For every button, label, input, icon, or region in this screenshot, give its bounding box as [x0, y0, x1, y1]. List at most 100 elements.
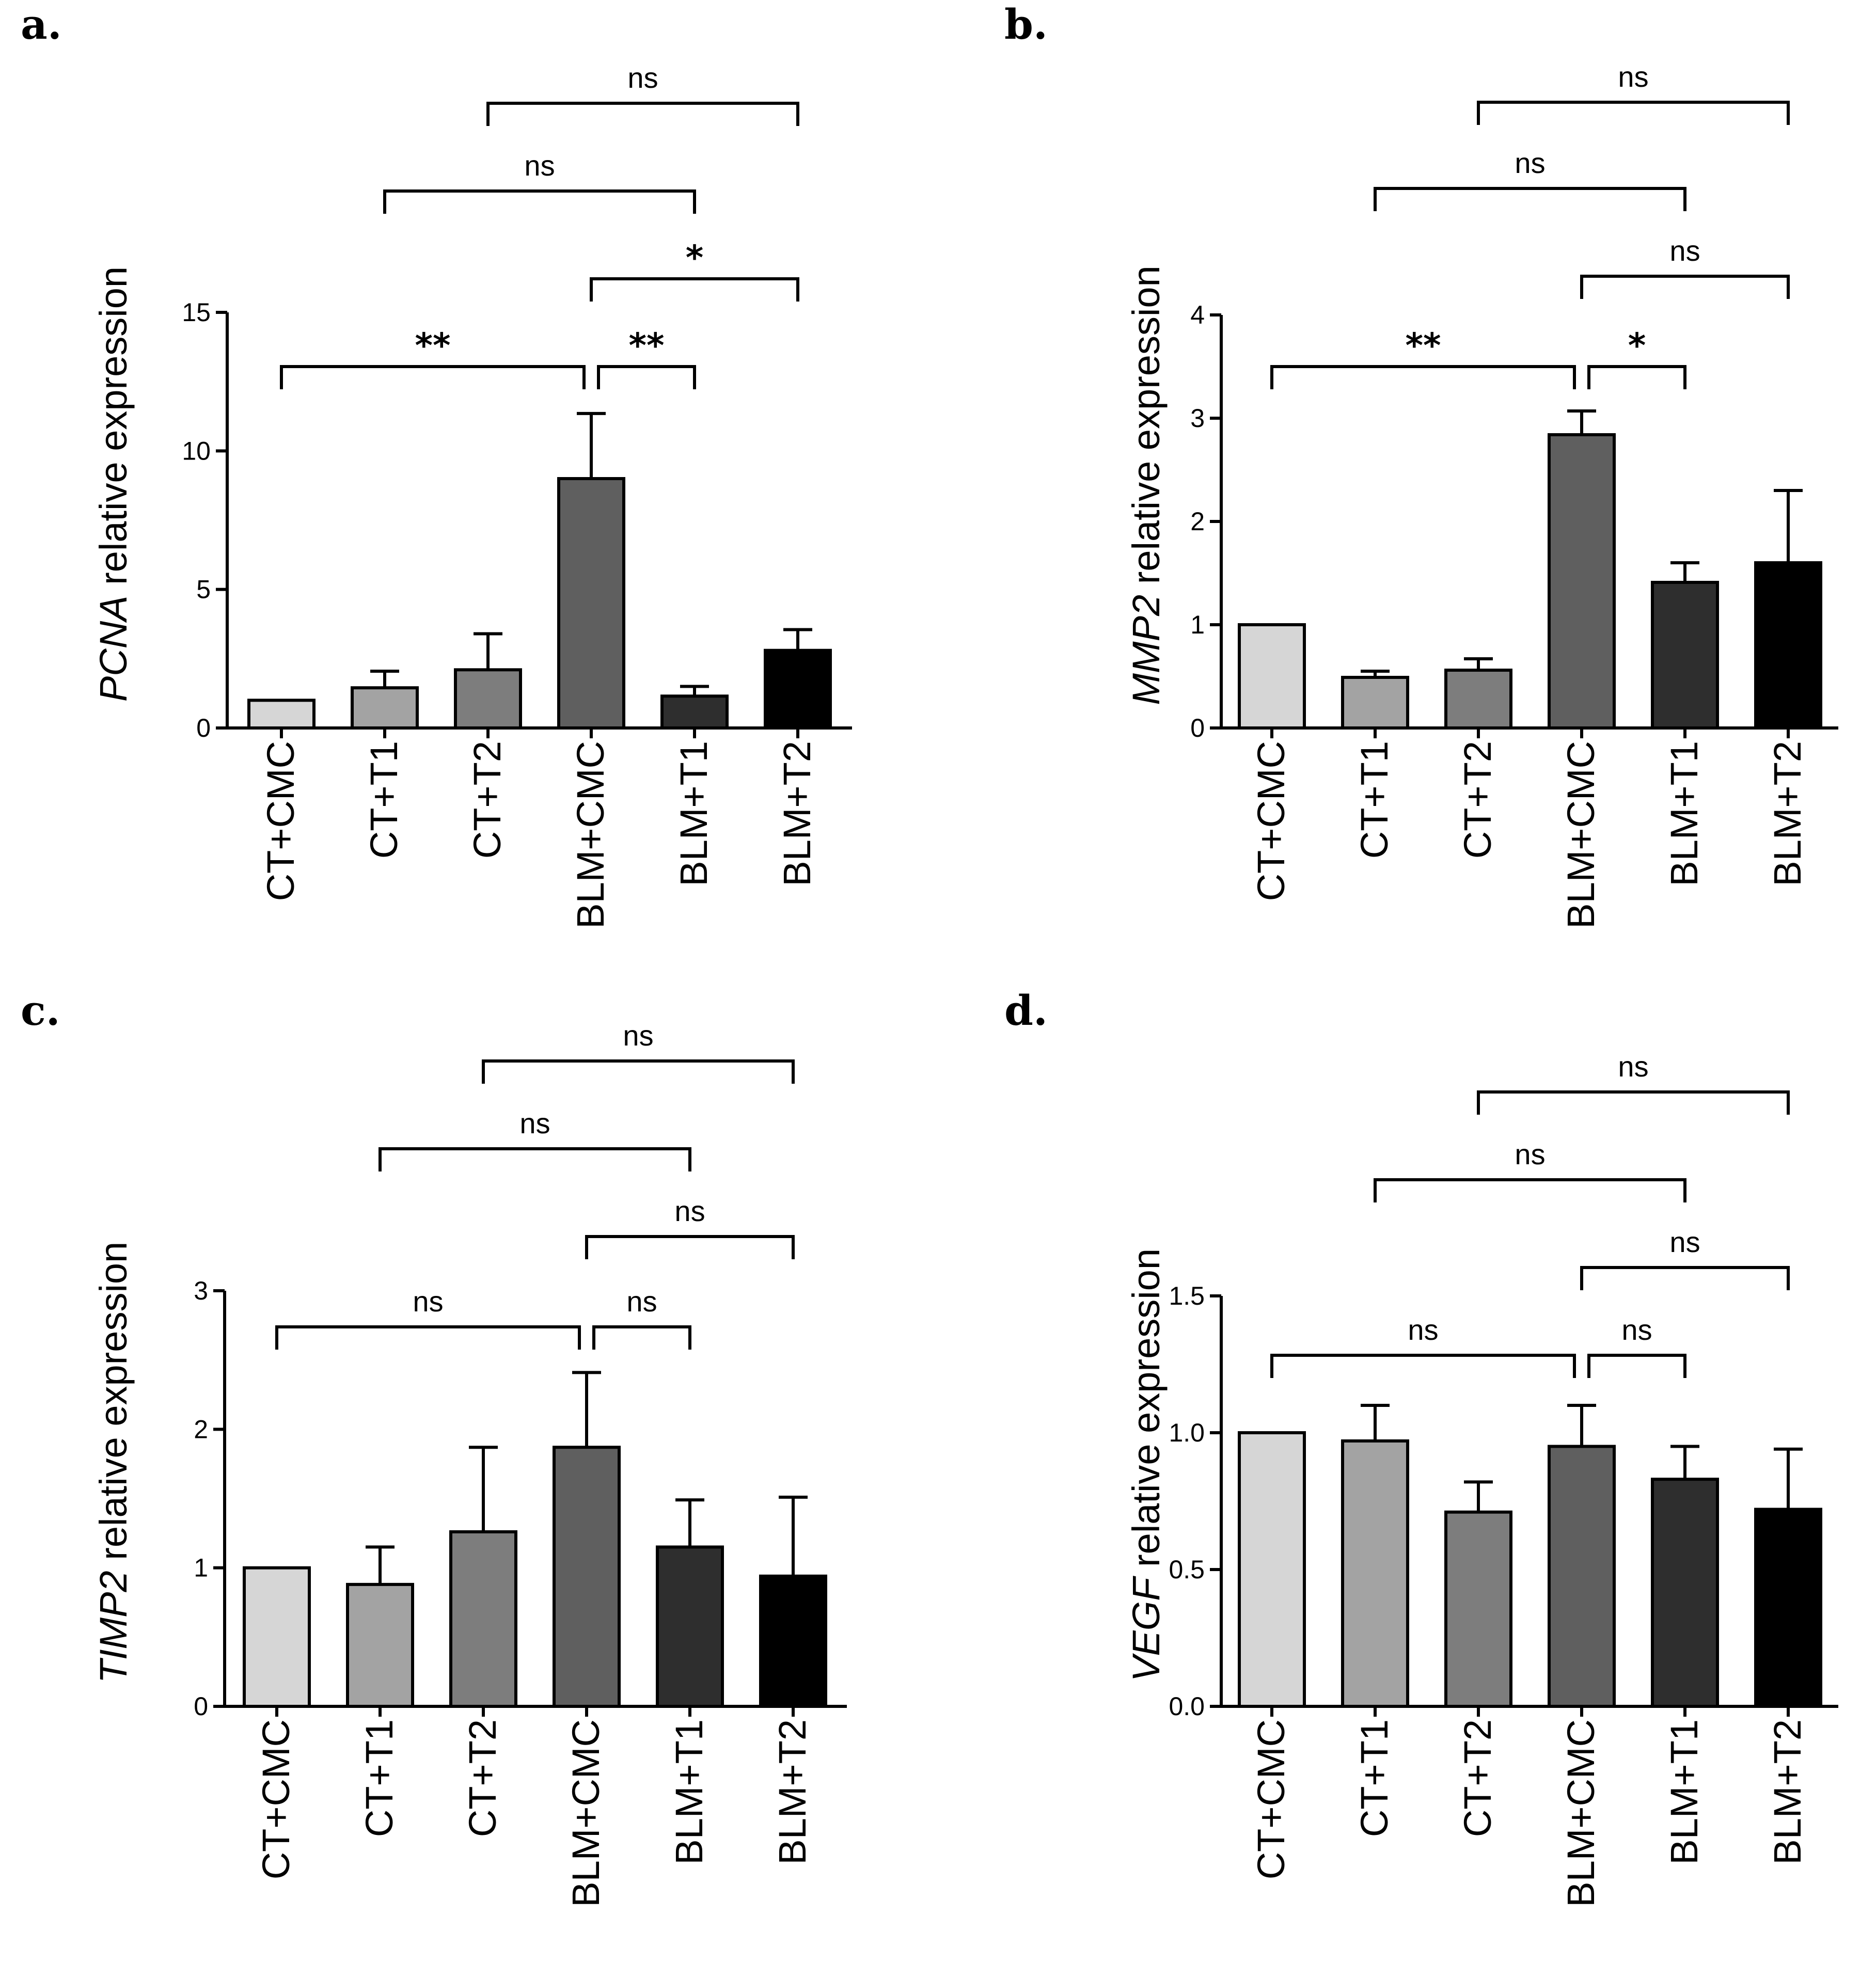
category-label: BLM+CMC: [1559, 741, 1602, 929]
bar-BLM+CMC: [557, 477, 625, 730]
panel-label: b.: [1004, 0, 1048, 49]
bar-CT+CMC: [1238, 623, 1306, 730]
significance-bracket: [1580, 275, 1790, 299]
significance-label: ns: [1618, 60, 1648, 93]
bar-CT+T1: [1341, 676, 1409, 730]
chart-panel-c: c. 0 1 2 3 TIMP2 relative expression CT+CMC CT+…: [21, 986, 847, 1907]
category-label: CT+T2: [466, 741, 509, 859]
y-tick-label: 15: [182, 298, 211, 327]
significance-label: ns: [1621, 1313, 1652, 1346]
significance-label: ns: [519, 1107, 550, 1139]
bar-CT+CMC: [247, 699, 316, 730]
significance-bracket: [1580, 1266, 1790, 1290]
y-tick-label: 5: [196, 575, 211, 604]
significance-bracket: [597, 365, 696, 389]
y-axis-suffix: relative expression: [92, 266, 135, 596]
bar-CT+T2: [1444, 1510, 1512, 1708]
significance-label: **: [415, 326, 450, 366]
bar-BLM+CMC: [553, 1446, 621, 1708]
category-label: BLM+CMC: [1559, 1719, 1602, 1907]
y-axis-title: MMP2 relative expression: [1125, 265, 1168, 705]
significance-bracket: [1477, 1090, 1790, 1115]
bar-CT+T2: [454, 668, 522, 730]
bar-BLM+T2: [764, 648, 832, 730]
significance-label: ns: [627, 61, 658, 94]
y-tick-label: 2: [1190, 507, 1205, 536]
y-tick-label: 1.5: [1169, 1281, 1205, 1310]
category-label: BLM+T2: [776, 741, 818, 886]
bar-CT+CMC: [1238, 1431, 1306, 1708]
bar-BLM+T1: [1651, 581, 1719, 730]
category-label: BLM+T2: [771, 1719, 814, 1865]
bar-CT+T1: [346, 1582, 414, 1708]
y-tick-label: 4: [1190, 300, 1205, 329]
significance-bracket: [486, 102, 799, 126]
bar-BLM+T1: [1651, 1478, 1719, 1708]
y-tick-label: 1.0: [1169, 1418, 1205, 1447]
category-label: BLM+T1: [668, 1719, 711, 1865]
y-axis-gene: TIMP2: [92, 1571, 135, 1683]
y-tick-label: 0: [1190, 714, 1205, 742]
bar-CT+T2: [1444, 669, 1512, 730]
significance-label: *: [686, 238, 704, 278]
significance-label: ns: [623, 1019, 653, 1052]
significance-bracket: [1374, 1178, 1686, 1202]
y-axis-suffix: relative expression: [1125, 1248, 1168, 1578]
significance-label: *: [1628, 326, 1646, 366]
category-label: CT+CMC: [1250, 741, 1292, 901]
significance-bracket: [1374, 187, 1686, 211]
category-label: CT+T1: [358, 1719, 401, 1837]
significance-bracket: [592, 1325, 691, 1350]
y-tick-label: 0: [194, 1692, 208, 1721]
bar-BLM+T2: [759, 1574, 827, 1708]
bar-BLM+CMC: [1548, 433, 1616, 730]
y-tick-label: 1: [194, 1554, 208, 1582]
significance-bracket: [1587, 365, 1686, 389]
bar-BLM+T2: [1754, 1508, 1822, 1708]
category-label: CT+T2: [1456, 1719, 1499, 1837]
bar-BLM+T1: [660, 694, 729, 730]
significance-bracket: [379, 1147, 691, 1171]
category-label: CT+T1: [1353, 741, 1396, 859]
panel-label: a.: [21, 0, 62, 49]
category-label: BLM+T1: [1663, 1719, 1706, 1865]
y-tick-label: 3: [194, 1276, 208, 1305]
category-label: BLM+CMC: [564, 1719, 607, 1907]
significance-bracket: [590, 277, 799, 302]
bar-CT+T1: [1341, 1439, 1409, 1708]
category-label: CT+CMC: [255, 1719, 297, 1879]
category-label: CT+CMC: [259, 741, 302, 901]
significance-label: ns: [626, 1285, 657, 1318]
y-tick-label: 0.0: [1169, 1692, 1205, 1721]
panel-label: c.: [21, 986, 60, 1035]
significance-bracket: [1477, 101, 1790, 125]
y-tick-label: 10: [182, 436, 211, 465]
y-axis-title: VEGF relative expression: [1125, 1248, 1168, 1682]
y-tick-label: 0: [196, 714, 211, 742]
category-label: CT+T2: [461, 1719, 504, 1837]
category-label: BLM+T2: [1766, 1719, 1809, 1865]
bar-CT+T2: [449, 1530, 517, 1708]
significance-label: ns: [1408, 1313, 1438, 1346]
category-label: CT+CMC: [1250, 1719, 1292, 1879]
y-axis-gene: PCNA: [92, 595, 135, 702]
y-axis-gene: MMP2: [1125, 595, 1168, 705]
category-label: BLM+T1: [1663, 741, 1706, 886]
significance-label: ns: [1515, 147, 1545, 179]
y-tick-label: 3: [1190, 404, 1205, 433]
y-axis-suffix: relative expression: [1125, 265, 1168, 595]
significance-bracket: [1270, 365, 1576, 389]
significance-bracket: [482, 1059, 795, 1084]
bar-CT+CMC: [243, 1566, 311, 1708]
significance-label: **: [1405, 326, 1441, 366]
y-axis-title: TIMP2 relative expression: [92, 1242, 135, 1683]
bar-BLM+T2: [1754, 561, 1822, 730]
chart-panel-b: b. 0 1 2 3 4 MMP2 relative expression CT+CMC CT+…: [1004, 0, 1838, 929]
significance-bracket: [383, 189, 696, 214]
chart-panel-a: a. 0 5 10 15 PCNA relative expression CT+CMC CT…: [21, 0, 852, 929]
y-axis-title: PCNA relative expression: [92, 266, 135, 702]
category-label: BLM+CMC: [569, 741, 612, 929]
panel-label: d.: [1004, 986, 1048, 1035]
